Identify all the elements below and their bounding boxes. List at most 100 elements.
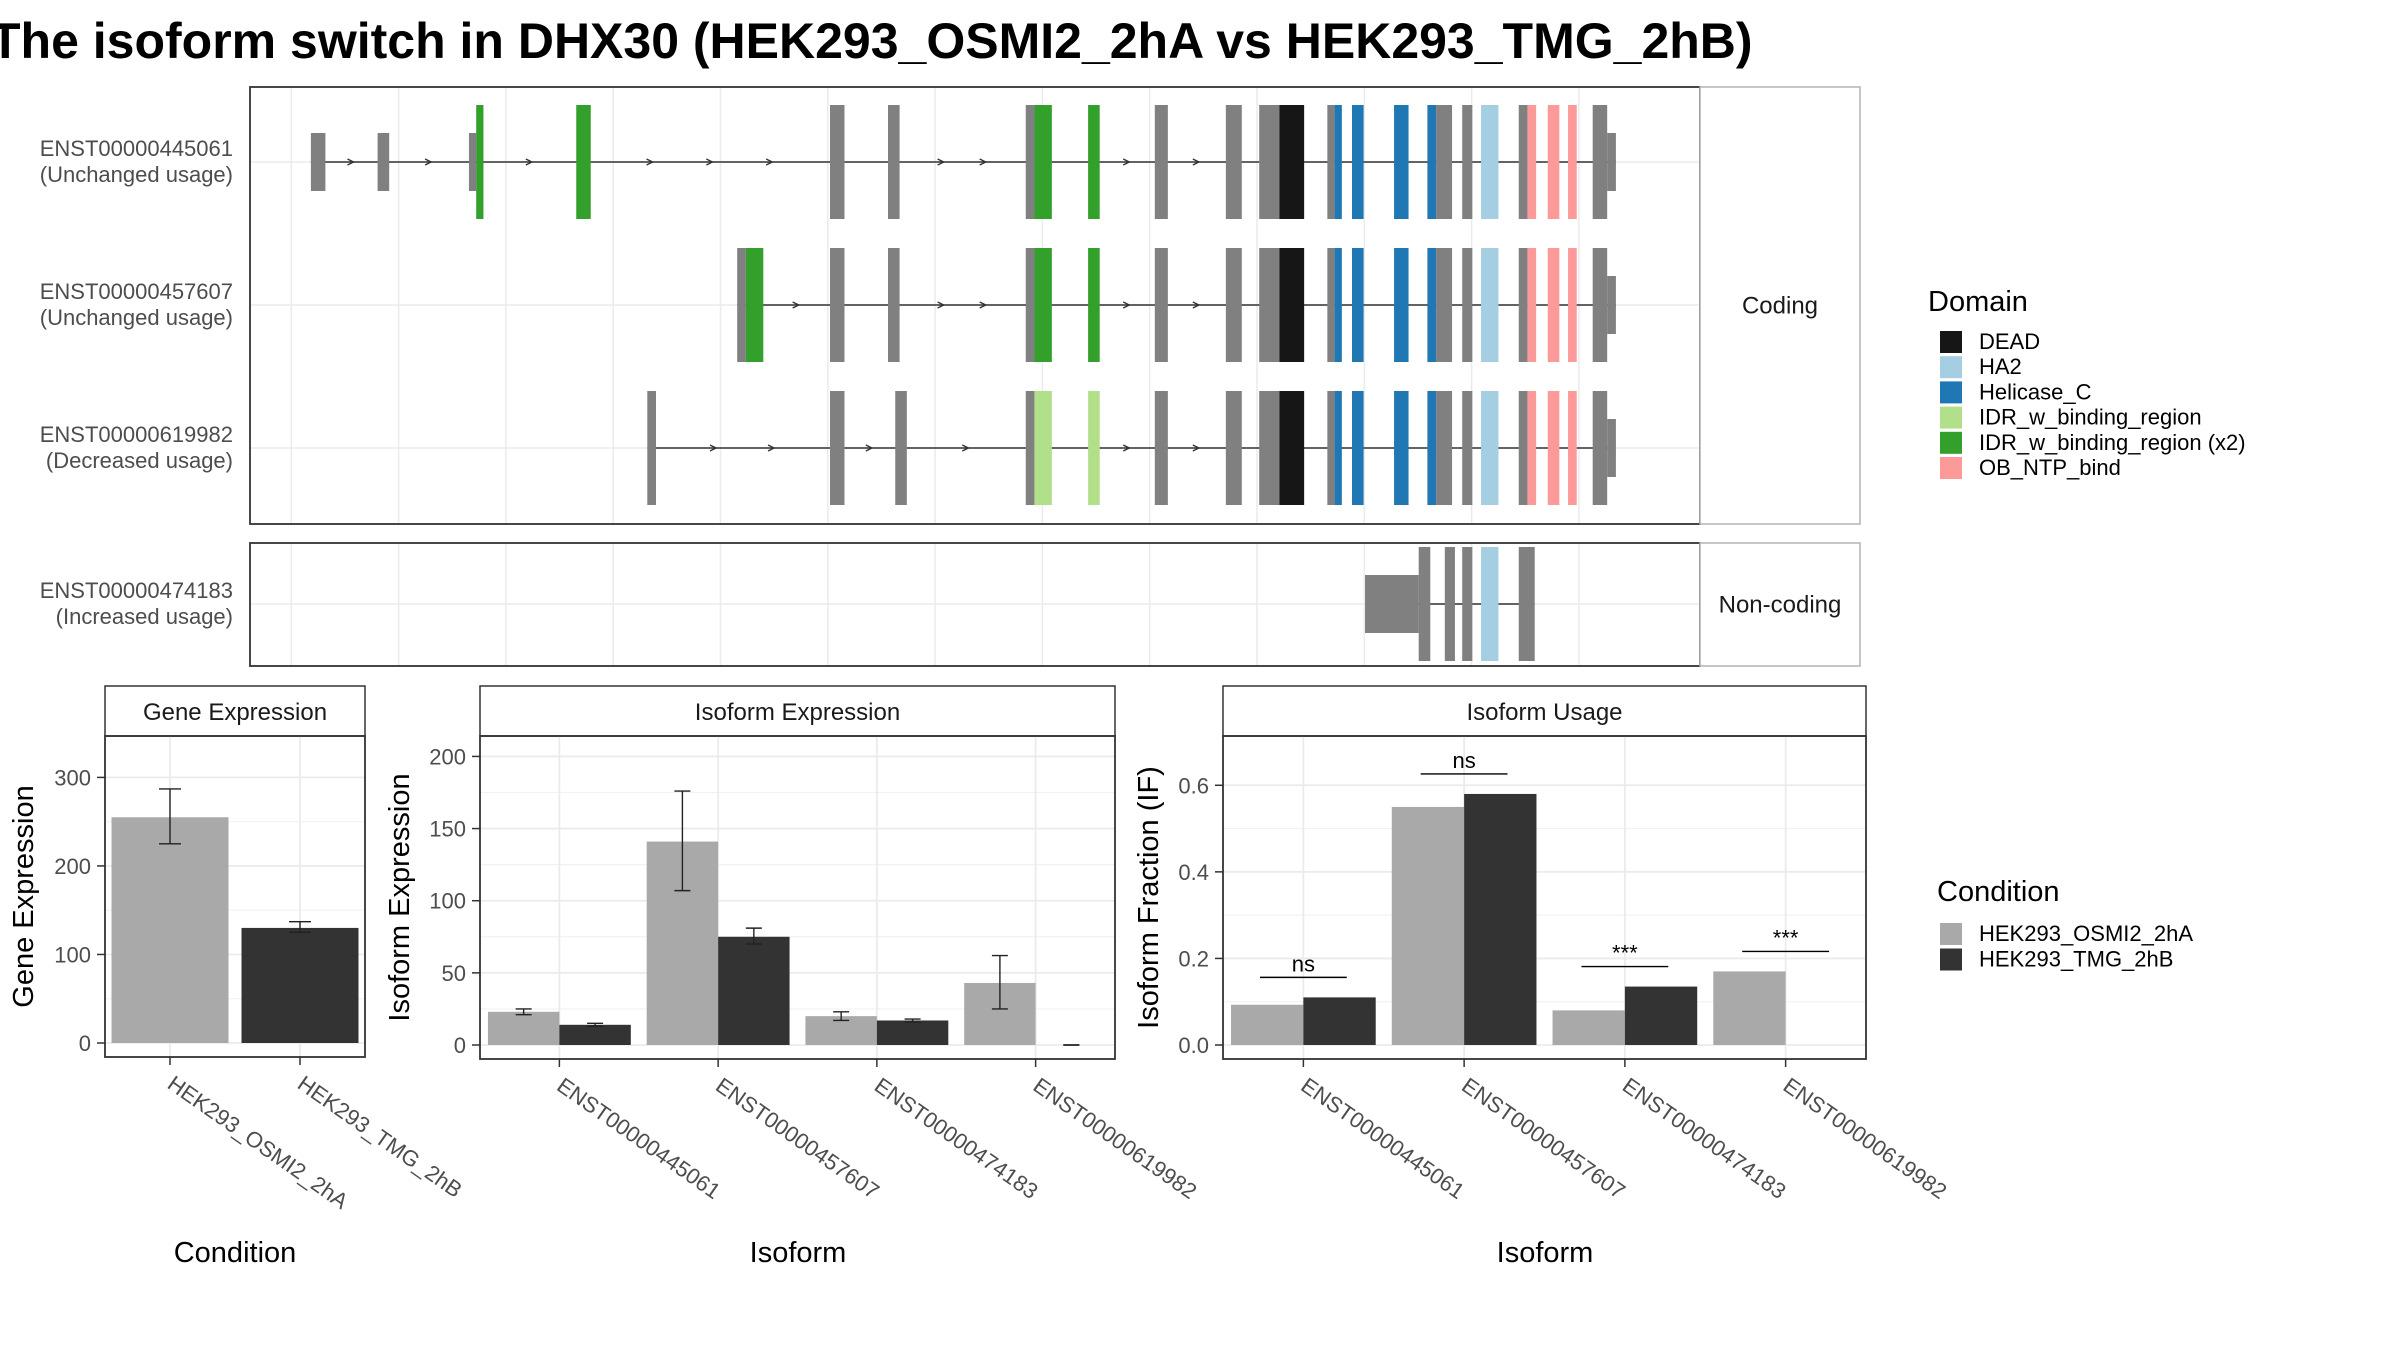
transcript-structure-plot: ENST00000445061(Unchanged usage) ENST0000…: [40, 86, 1861, 667]
exon-cds: [737, 248, 746, 362]
direction-arrow: [937, 158, 946, 166]
exon-cds: [1592, 248, 1608, 362]
transcript-id-label: ENST00000474183: [40, 578, 233, 603]
transcript-ENST00000445061: ENST00000445061(Unchanged usage): [40, 105, 1616, 219]
expression-bar-charts: Gene Expression0100200300HEK293_OSMI2_2h…: [8, 685, 1952, 1269]
domain-idr-w-binding-region-x2-: [1088, 248, 1100, 362]
chart-title: Isoform Usage: [1466, 699, 1622, 726]
direction-arrow: [979, 301, 988, 309]
bar: [559, 1024, 631, 1045]
direction-arrow: [937, 301, 946, 309]
exon-cds: [1462, 547, 1473, 661]
exon-utr: [1607, 276, 1616, 334]
exon-cds: [1025, 391, 1035, 505]
x-tick-label: ENST00000619982: [1029, 1073, 1202, 1204]
x-tick-label: ENST00000445061: [553, 1073, 726, 1204]
domain-ob-ntp-bind: [1547, 248, 1560, 362]
x-axis-title: Isoform: [1497, 1237, 1594, 1269]
exon-cds: [1025, 248, 1035, 362]
domain-helicase-c: [1352, 248, 1364, 362]
significance-label: ***: [1773, 925, 1799, 950]
domain-dead: [1279, 391, 1305, 505]
direction-arrow: [865, 444, 874, 452]
condition-legend-swatch: [1940, 948, 1962, 971]
domain-helicase-c: [1427, 248, 1437, 362]
chart-panel-border: [1222, 735, 1867, 1060]
bar: [1231, 1004, 1304, 1045]
bar: [241, 927, 359, 1043]
y-tick-label: 0: [454, 1033, 466, 1058]
x-tick-label: ENST00000619982: [1779, 1073, 1952, 1204]
y-tick-label: 0: [79, 1031, 91, 1056]
bar: [1713, 971, 1786, 1045]
domain-ha2: [1481, 248, 1499, 362]
domain-idr-w-binding-region-x2-: [745, 248, 764, 362]
condition-legend-title: Condition: [1937, 876, 2060, 908]
exon-cds: [1225, 248, 1242, 362]
transcript-ENST00000619982: ENST00000619982(Decreased usage): [40, 391, 1616, 505]
domain-dead: [1279, 248, 1305, 362]
exon-cds: [888, 105, 900, 219]
domain-idr-w-binding-region-x2-: [1034, 105, 1052, 219]
transcript-usage-label: (Decreased usage): [46, 448, 233, 473]
domain-ha2: [1481, 391, 1499, 505]
y-tick-label: 0.0: [1178, 1033, 1209, 1058]
domain-legend-title: Domain: [1928, 286, 2028, 318]
exon-cds: [1154, 391, 1168, 505]
transcript-id-label: ENST00000619982: [40, 422, 233, 447]
transcript-usage-label: (Unchanged usage): [40, 162, 233, 187]
exon-cds: [647, 391, 656, 505]
exon-cds: [1436, 105, 1453, 219]
chart-panel-border: [479, 735, 1116, 1060]
domain-legend-swatch: [1940, 331, 1962, 353]
y-tick-label: 100: [429, 889, 466, 914]
exon-cds: [1225, 391, 1242, 505]
bar: [1464, 793, 1537, 1045]
bar: [1552, 1010, 1625, 1045]
direction-arrow: [706, 158, 714, 166]
domain-legend-swatch: [1940, 457, 1962, 479]
domain-legend-swatch: [1940, 406, 1962, 429]
exon-cds: [1462, 105, 1473, 219]
chart-title: Isoform Expression: [695, 699, 900, 726]
bar-chart-2: Isoform Usage 0.0 0.2 0.4 0.6 ns ns *** *** ENST0…: [1133, 685, 1952, 1269]
exon-cds: [830, 391, 845, 505]
domain-legend-swatch: [1940, 356, 1962, 379]
exon-utr: [1607, 419, 1616, 477]
exon-cds: [830, 248, 845, 362]
domain-ha2: [1481, 105, 1499, 219]
chart-strip: [1222, 685, 1867, 737]
domain-idr-w-binding-region: [1034, 391, 1052, 505]
domain-ob-ntp-bind: [1527, 248, 1537, 362]
domain-helicase-c: [1427, 105, 1437, 219]
direction-arrow: [765, 158, 774, 166]
transcript-usage-label: (Unchanged usage): [40, 305, 233, 330]
exon-cds: [830, 105, 845, 219]
exon-cds: [1462, 248, 1473, 362]
exon-cds: [1259, 391, 1280, 505]
y-tick-label: 0.2: [1178, 946, 1209, 971]
domain-ob-ntp-bind: [1568, 391, 1577, 505]
x-tick-label: ENST00000445061: [1297, 1073, 1470, 1204]
transcript-id-label: ENST00000457607: [40, 279, 233, 304]
y-tick-label: 0.4: [1178, 860, 1209, 885]
domain-legend-label: IDR_w_binding_region: [1979, 405, 2202, 430]
bar-chart-1: Isoform Expression 0 50 100 150 200 ENST000004…: [384, 685, 1202, 1269]
direction-arrow: [1122, 158, 1131, 166]
direction-arrow: [709, 444, 718, 452]
direction-arrow: [646, 158, 655, 166]
exon-cds: [1592, 391, 1608, 505]
domain-helicase-c: [1334, 105, 1342, 219]
exon-cds: [1327, 248, 1335, 362]
transcript-usage-label: (Increased usage): [56, 604, 233, 629]
domain-idr-w-binding-region-x2-: [476, 105, 484, 219]
direction-arrow: [1192, 444, 1201, 452]
domain-ob-ntp-bind: [1527, 105, 1537, 219]
y-axis-title: Gene Expression: [8, 785, 40, 1007]
exon-cds: [1518, 105, 1528, 219]
exon-cds: [1462, 391, 1473, 505]
direction-arrow: [1192, 158, 1201, 166]
domain-idr-w-binding-region-x2-: [1034, 248, 1052, 362]
x-axis-title: Isoform: [750, 1237, 847, 1269]
